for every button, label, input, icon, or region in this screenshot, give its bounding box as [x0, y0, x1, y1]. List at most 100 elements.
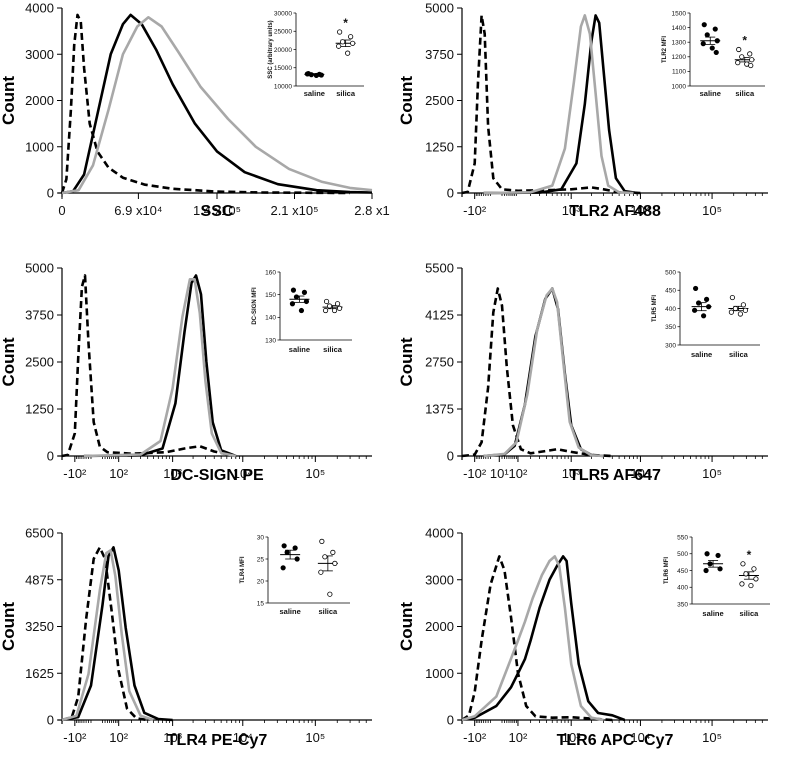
inset-data-point	[740, 561, 746, 567]
inset-data-point	[717, 566, 723, 572]
histogram-saline	[61, 13, 373, 195]
inset-y-tick-label: 450	[677, 568, 688, 575]
y-tick-label: 5000	[425, 1, 454, 16]
y-tick-label: 4000	[25, 1, 54, 16]
inset-y-tick-label: 20	[257, 578, 265, 585]
y-tick-label: 1250	[25, 402, 54, 417]
histogram-control	[461, 555, 613, 722]
inset-data-point	[304, 71, 310, 77]
inset-data-point	[728, 309, 735, 315]
inset-data-point	[743, 571, 749, 577]
histogram-silica	[461, 555, 604, 722]
inset-y-tick-label: 25	[257, 556, 265, 563]
inset-y-tick-label: 15000	[274, 65, 292, 72]
inset-data-point	[292, 545, 298, 551]
inset-data-point	[322, 307, 329, 314]
x-tick-label: 10⁴	[233, 730, 253, 745]
histogram-saline	[461, 555, 626, 722]
inset-y-tick-label: 300	[665, 342, 676, 349]
x-tick-label: 2.8 x1	[354, 203, 389, 218]
x-tick-label: 6.9 x10⁴	[114, 203, 162, 218]
x-tick-label: 10⁴	[233, 466, 253, 481]
inset-dotplot: 300 350 400 450 500 TLR5 MFI saline silica	[652, 269, 760, 359]
inset-data-point	[748, 62, 754, 69]
inset-data-point	[319, 538, 325, 545]
x-axis-label: SSC	[201, 203, 234, 220]
inset-y-tick-label: 130	[265, 337, 276, 344]
y-tick-label: 1375	[425, 402, 454, 417]
y-tick-label: 4875	[25, 572, 54, 587]
inset-data-point	[700, 313, 707, 319]
inset-data-point	[350, 40, 356, 46]
histogram-control	[461, 287, 613, 458]
inset-y-tick-label: 25000	[274, 29, 292, 36]
inset-y-tick-label: 10000	[274, 83, 292, 90]
inset-y-label: TLR6 MFI	[664, 557, 670, 584]
inset-data-point	[701, 22, 707, 28]
x-tick-label: 2.1 x10⁵	[270, 203, 318, 218]
x-tick-label: -10²	[63, 466, 87, 481]
inset-data-point	[298, 307, 305, 314]
inset-data-point	[293, 294, 300, 300]
inset-data-point	[691, 307, 698, 313]
x-tick-label: -10²	[463, 730, 487, 745]
inset-data-point	[281, 543, 287, 549]
inset-data-point	[334, 301, 341, 307]
inset-data-point	[703, 567, 709, 574]
inset-data-point	[327, 591, 333, 597]
inset-data-point	[284, 549, 290, 556]
x-axis-label: TLR2 AF488	[569, 203, 661, 220]
y-tick-label: 2000	[25, 93, 54, 108]
inset-y-tick-label: 15	[257, 600, 265, 607]
x-axis-label: TLR6 APC -Cy7	[557, 732, 674, 749]
inset-data-point	[332, 560, 338, 567]
x-axis-label: DC-SIGN PE	[170, 467, 264, 484]
inset-data-point	[739, 581, 745, 587]
inset-data-point	[753, 576, 759, 582]
inset-data-point	[736, 46, 742, 53]
inset-y-label: TLR5 MFI	[652, 295, 658, 322]
y-tick-label: 5000	[25, 261, 54, 276]
inset-y-tick-label: 140	[265, 315, 276, 322]
inset-data-point	[735, 60, 741, 66]
histogram-control	[61, 546, 148, 722]
inset-data-point	[705, 304, 712, 310]
y-tick-label: 2000	[425, 619, 454, 634]
x-tick-label: 10³	[562, 730, 581, 745]
inset-y-tick-label: 1300	[672, 40, 687, 47]
x-tick-label: 10²	[509, 730, 528, 745]
y-tick-label: 0	[47, 449, 54, 464]
y-axis-label: Count	[397, 337, 416, 386]
x-tick-label: 10⁵	[702, 466, 722, 481]
x-tick-label: 10⁴	[630, 730, 650, 745]
y-axis-label: Count	[0, 602, 18, 651]
inset-dotplot: 130 140 150 160 DC-SIGN MFI saline silica	[252, 269, 352, 354]
y-tick-label: 3000	[25, 47, 54, 62]
inset-data-point	[749, 57, 755, 63]
inset-category-label: silica	[323, 345, 343, 354]
inset-y-tick-label: 500	[665, 269, 676, 276]
x-axis-label: TLR5 AF647	[569, 467, 661, 484]
inset-data-point	[740, 302, 747, 308]
inset-data-point	[289, 301, 296, 307]
inset-dotplot: 15 20 25 30 TLR4 MFI saline silica	[240, 534, 350, 616]
inset-y-tick-label: 30000	[274, 10, 292, 17]
inset-data-point	[742, 307, 749, 313]
y-tick-label: 5500	[425, 261, 454, 276]
inset-data-point	[330, 549, 336, 556]
inset-category-label: silica	[729, 350, 749, 359]
x-tick-label: 10³	[562, 466, 581, 481]
x-tick-label: 10⁵	[305, 466, 325, 481]
histogram-silica	[483, 287, 604, 458]
x-tick-label: 10⁴	[630, 203, 650, 218]
y-tick-label: 2750	[425, 355, 454, 370]
inset-data-point	[331, 307, 338, 314]
inset-data-point	[700, 41, 706, 47]
inset-data-point	[714, 38, 720, 44]
y-tick-label: 3750	[25, 308, 54, 323]
inset-data-point	[348, 34, 354, 40]
x-tick-label: -10²	[463, 203, 487, 218]
x-tick-label: 10²	[509, 466, 528, 481]
inset-data-point	[695, 300, 702, 306]
inset-category-label: silica	[735, 89, 755, 98]
